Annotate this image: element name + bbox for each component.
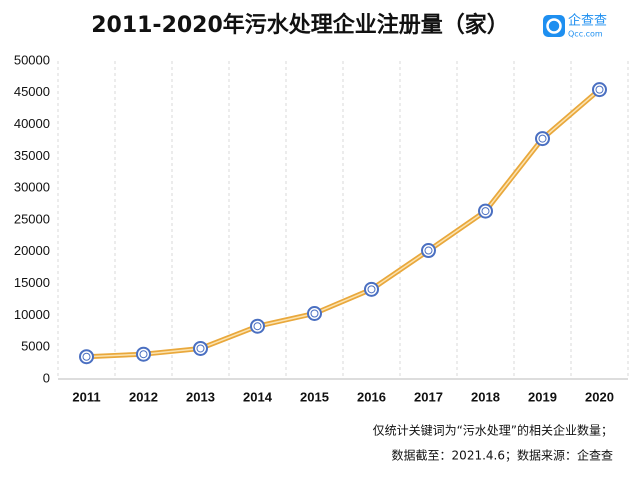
y-tick-label: 40000	[14, 116, 50, 131]
logo: 企查查 Qcc.com	[543, 13, 607, 39]
point-marker-inner	[82, 352, 91, 361]
y-tick-label: 50000	[14, 52, 50, 67]
x-tick-label: 2011	[72, 389, 100, 404]
x-tick-label: 2019	[528, 389, 557, 404]
x-tick-label: 2014	[243, 389, 273, 404]
logo-url: Qcc.com	[568, 30, 603, 39]
x-tick-label: 2017	[414, 389, 443, 404]
y-tick-label: 45000	[14, 84, 50, 99]
x-tick-label: 2013	[186, 389, 215, 404]
point-marker-inner	[253, 322, 262, 331]
y-tick-label: 35000	[14, 148, 50, 163]
y-tick-label: 30000	[14, 180, 50, 195]
y-tick-label: 5000	[21, 339, 50, 354]
series-line-highlight	[86, 89, 600, 358]
y-tick-label: 25000	[14, 211, 50, 226]
point-marker-inner	[481, 207, 490, 216]
note: 仅统计关键词为“污水处理”的相关企业数量；	[373, 423, 613, 438]
y-tick-label: 15000	[14, 275, 50, 290]
chart-title: 2011-2020年污水处理企业注册量（家）	[91, 12, 509, 38]
point-marker-inner	[538, 134, 547, 143]
x-tick-label: 2015	[300, 389, 329, 404]
y-tick-label: 10000	[14, 307, 50, 322]
point-marker-inner	[424, 246, 433, 255]
x-tick-label: 2018	[471, 389, 500, 404]
x-tick-label: 2016	[357, 389, 386, 404]
note: 数据截至：2021.4.6；数据来源：企查查	[392, 448, 613, 463]
x-tick-label: 2020	[585, 389, 614, 404]
y-tick-label: 0	[43, 370, 50, 385]
point-marker-inner	[310, 309, 319, 318]
logo-name: 企查查	[568, 13, 607, 29]
point-marker-inner	[595, 85, 604, 94]
logo-icon	[543, 15, 565, 37]
x-tick-label: 2012	[129, 389, 158, 404]
point-marker-inner	[367, 285, 376, 294]
point-marker-inner	[196, 344, 205, 353]
y-tick-label: 20000	[14, 243, 50, 258]
point-marker-inner	[139, 350, 148, 359]
logo-icon-ring	[546, 18, 562, 34]
